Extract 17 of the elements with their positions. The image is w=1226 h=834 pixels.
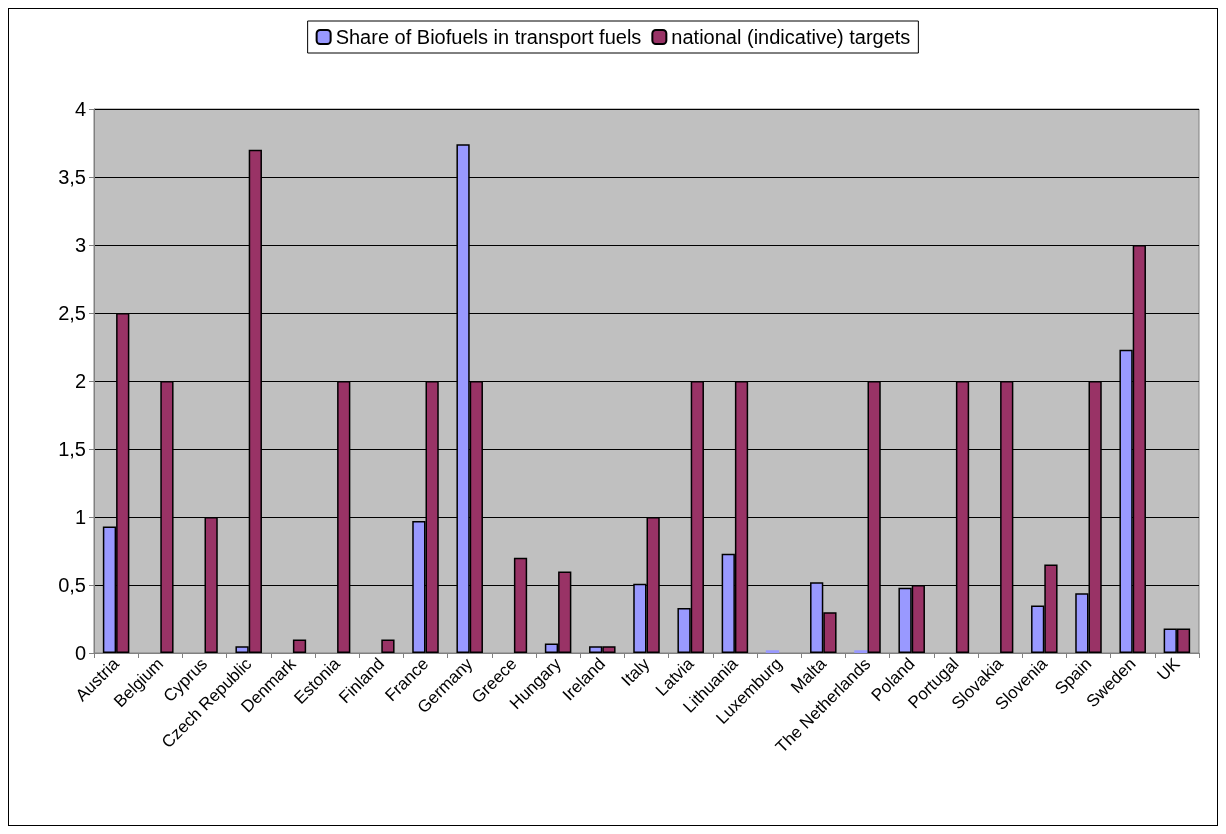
- y-tick-label: 3: [74, 234, 86, 256]
- x-tick-label: Italy: [617, 653, 654, 690]
- bar: [854, 650, 868, 653]
- y-tick-label: 0: [74, 642, 86, 664]
- y-tick-label: 4: [74, 98, 86, 120]
- y-tick-label: 1: [74, 506, 86, 528]
- y-tick-label: 0,5: [58, 574, 86, 596]
- y-tick-label: 1,5: [58, 438, 86, 460]
- y-tick-label: 3,5: [58, 166, 86, 188]
- legend-label: Share of Biofuels in transport fuels: [335, 26, 642, 48]
- y-tick-label: 2,5: [58, 302, 86, 324]
- bar: [765, 650, 780, 653]
- legend-label: national (indicative) targets: [671, 26, 911, 48]
- bar: [292, 639, 307, 653]
- y-tick-label: 2: [74, 370, 86, 392]
- bar: [381, 639, 395, 653]
- x-tick-label: UK: [1153, 653, 1185, 685]
